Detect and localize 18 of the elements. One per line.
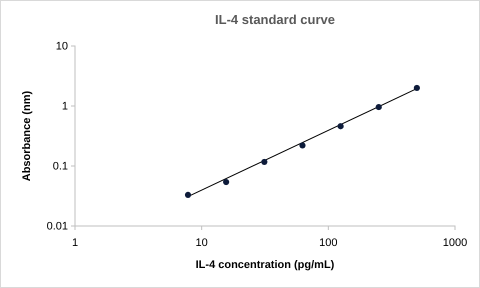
chart-title: IL-4 standard curve xyxy=(215,12,335,27)
point xyxy=(338,123,344,130)
point xyxy=(299,142,306,149)
point xyxy=(223,178,230,186)
x-tick-label: 1000 xyxy=(442,237,468,250)
point xyxy=(414,84,420,92)
point xyxy=(261,158,268,165)
y-axis-title: Absorbance (nm) xyxy=(21,90,33,182)
x-tick-label: 100 xyxy=(319,237,338,250)
y-tick-label: 0.01 xyxy=(46,220,68,233)
x-tick-label: 1 xyxy=(72,237,78,250)
x-tick-label: 10 xyxy=(196,237,208,250)
y-tick-label: 1 xyxy=(62,100,68,113)
y-tick-label: 10 xyxy=(56,40,68,53)
point xyxy=(376,104,382,110)
x-axis-title: IL-4 concentration (pg/mL) xyxy=(196,259,335,271)
point xyxy=(184,192,192,198)
y-tick-label: 0.1 xyxy=(52,160,68,173)
